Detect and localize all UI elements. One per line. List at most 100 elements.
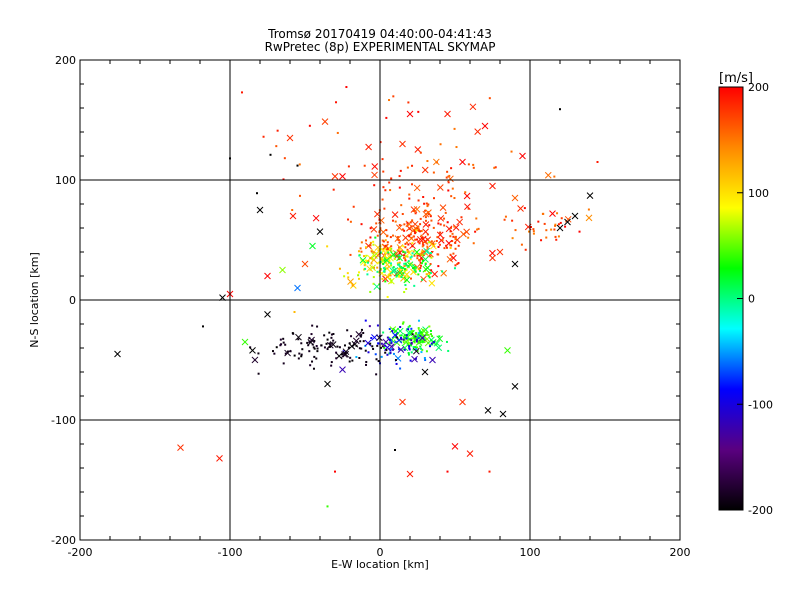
data-point-dot <box>320 344 323 347</box>
data-point-dot <box>398 261 401 264</box>
data-point-cross <box>423 247 431 255</box>
data-point-dot <box>389 281 392 284</box>
data-point-dot <box>406 342 409 345</box>
data-point-cross <box>376 334 383 342</box>
data-point-dot <box>332 339 335 342</box>
data-point-dot <box>306 341 309 344</box>
data-point-dot <box>398 241 401 244</box>
data-point-dot <box>411 242 414 245</box>
data-point-dot <box>284 343 287 346</box>
data-point-dot <box>410 344 413 347</box>
data-point-dot <box>326 245 329 248</box>
data-point-dot <box>330 333 333 336</box>
data-point-dot <box>449 230 452 233</box>
data-point-dot <box>413 338 416 341</box>
data-point-cross <box>401 344 409 352</box>
data-point-dot <box>282 178 285 181</box>
data-point-cross <box>429 356 436 364</box>
data-point-dot <box>413 337 416 340</box>
data-point-dot <box>357 271 360 274</box>
data-point-dot <box>405 264 408 267</box>
data-point-dot <box>300 353 303 356</box>
data-point-dot <box>335 101 338 104</box>
data-point-dot <box>418 229 421 232</box>
data-point-cross <box>481 122 489 130</box>
data-point-dot <box>408 345 411 348</box>
data-point-dot <box>419 230 422 233</box>
data-point-cross <box>420 275 427 283</box>
data-point-dot <box>429 255 432 258</box>
data-point-dot <box>369 241 372 244</box>
data-point-dot <box>276 129 279 132</box>
data-point-dot <box>378 231 381 234</box>
data-point-dot <box>363 264 366 267</box>
data-point-dot <box>399 325 402 328</box>
data-point-cross <box>264 311 271 318</box>
data-point-dot <box>334 470 336 473</box>
data-point-dot <box>362 331 365 334</box>
data-point-dot <box>389 189 392 192</box>
data-point-dot <box>545 229 548 232</box>
data-point-dot <box>280 343 283 346</box>
data-point-dot <box>377 360 380 363</box>
data-point-cross <box>408 330 415 337</box>
data-point-dot <box>284 352 287 355</box>
data-point-dot <box>398 248 401 251</box>
data-point-cross <box>413 184 421 192</box>
data-point-dot <box>453 197 456 200</box>
data-point-dot <box>411 164 414 167</box>
data-point-dot <box>388 337 391 340</box>
data-point-dot <box>328 342 331 345</box>
data-point-dot <box>395 274 398 277</box>
data-point-dot <box>421 348 424 351</box>
data-point-dot <box>426 245 429 248</box>
data-point-cross <box>241 338 249 346</box>
chart-subtitle: RwPretec (8p) EXPERIMENTAL SKYMAP <box>265 40 496 54</box>
data-point-dot <box>422 244 425 247</box>
data-point-dot <box>398 267 401 270</box>
data-point-dot <box>372 266 375 269</box>
data-point-dot <box>347 165 350 168</box>
data-point-dot <box>414 335 417 338</box>
data-point-dot <box>407 275 410 278</box>
data-point-cross <box>406 261 414 269</box>
data-point-cross <box>379 228 387 236</box>
data-point-dot <box>332 332 335 335</box>
data-point-dot <box>388 259 391 262</box>
data-point-dot <box>379 141 382 144</box>
data-point-dot <box>328 331 331 334</box>
data-point-dot <box>424 263 427 266</box>
data-point-dot <box>403 334 406 337</box>
data-point-dot <box>262 135 265 138</box>
data-point-dot <box>436 236 439 239</box>
data-point-dot <box>411 252 414 255</box>
data-point-dot <box>405 269 408 272</box>
data-point-cross <box>433 339 441 347</box>
data-point-dot <box>351 359 354 362</box>
data-point-dot <box>453 267 456 270</box>
data-point-cross <box>411 355 418 363</box>
data-point-dot <box>364 267 367 270</box>
data-point-dot <box>398 175 401 178</box>
data-point-cross <box>294 284 301 292</box>
data-point-dot <box>520 243 523 246</box>
data-point-dot <box>493 166 496 169</box>
data-point-cross <box>422 221 430 228</box>
data-point-cross <box>445 225 453 233</box>
data-point-cross <box>339 173 346 180</box>
data-point-dot <box>382 240 385 243</box>
data-point-dot <box>409 256 412 259</box>
data-point-dot <box>406 248 409 251</box>
data-point-cross <box>397 346 405 353</box>
data-point-dot <box>537 220 540 223</box>
data-point-dot <box>419 223 422 226</box>
data-point-dot <box>394 340 397 343</box>
data-point-dot <box>403 291 406 294</box>
data-point-dot <box>370 262 373 265</box>
data-point-cross <box>307 339 315 346</box>
data-point-dot <box>286 350 289 353</box>
data-point-dot <box>417 240 420 243</box>
data-point-dot <box>425 350 428 353</box>
data-point-dot <box>419 252 422 255</box>
data-point-cross <box>406 110 414 118</box>
